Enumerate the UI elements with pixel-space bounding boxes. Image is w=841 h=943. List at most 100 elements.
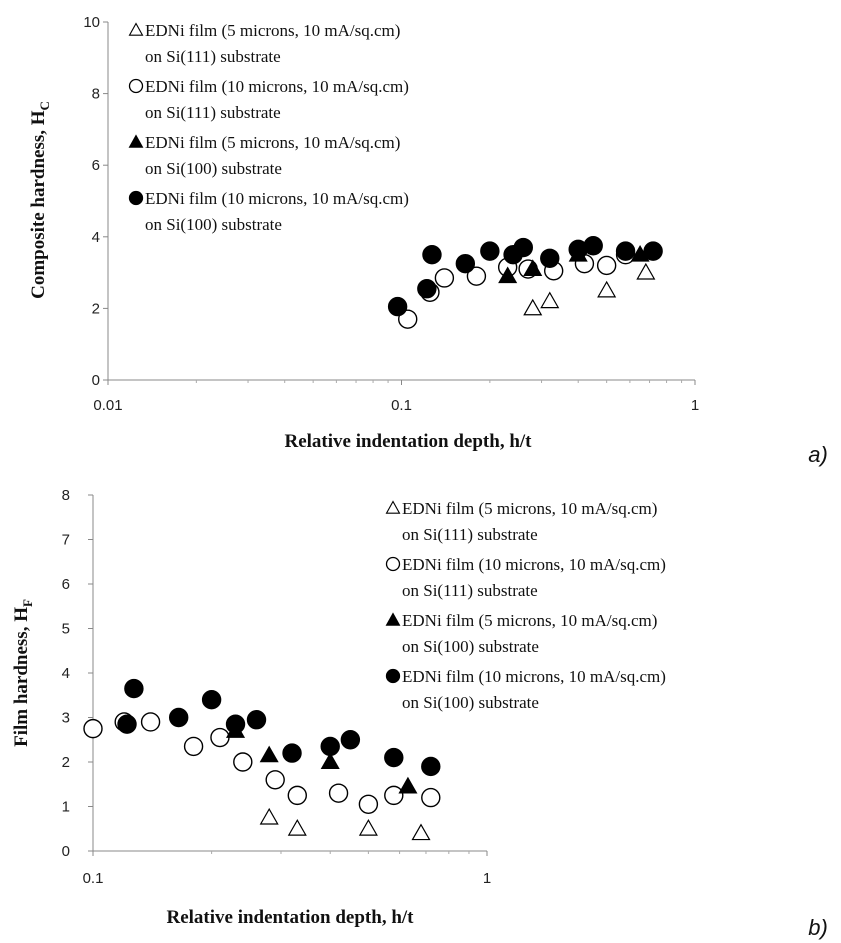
y-tick-label: 3 <box>62 710 70 727</box>
y-axis-title-subscript: C <box>37 101 52 110</box>
y-axis-title-main: Composite hardness, H <box>28 110 49 299</box>
data-point-circle-filled <box>583 236 603 256</box>
series-2 <box>83 712 441 814</box>
data-point-triangle-open <box>411 823 431 841</box>
y-tick-label: 1 <box>62 799 70 816</box>
x-axis-title: Relative indentation depth, h/t <box>166 907 414 928</box>
data-point-circle-filled <box>225 714 246 734</box>
legend-marker-triangle-filled <box>385 612 401 626</box>
y-axis-title-main: Film hardness, H <box>11 607 32 747</box>
data-point-circle-open <box>434 268 455 288</box>
y-tick-label: 4 <box>62 665 70 682</box>
legend-label-line1: EDNi film (10 microns, 10 mA/sq.cm) <box>145 77 409 96</box>
data-point-circle-open <box>384 785 404 806</box>
data-point-circle-open <box>328 783 349 803</box>
data-point-circle-filled <box>615 241 636 261</box>
data-point-circle-filled <box>201 690 222 710</box>
data-point-circle-filled <box>117 714 137 734</box>
y-tick-label: 0 <box>62 843 70 860</box>
panel-a-chart: 0 2 4 6 8 10 0.01 0.1 1 Relative indentation dept… <box>28 14 828 467</box>
legend-label-line1: EDNi film (10 microns, 10 mA/sq.cm) <box>145 189 409 208</box>
data-point-circle-open <box>421 787 441 808</box>
y-tick-label: 10 <box>83 14 100 31</box>
data-point-triangle-filled <box>259 745 279 763</box>
x-tick-label: 1 <box>483 870 491 887</box>
y-tick-label: 6 <box>92 157 100 174</box>
data-point-circle-filled <box>387 296 408 317</box>
y-tick-label: 5 <box>62 621 70 638</box>
data-point-circle-filled <box>513 237 533 258</box>
series-4 <box>117 678 441 777</box>
legend-label-line2: on Si(100) substrate <box>402 637 539 656</box>
data-point-triangle-open <box>540 291 560 309</box>
legend-label-line2: on Si(111) substrate <box>402 525 538 544</box>
y-tick-label: 2 <box>92 300 100 317</box>
data-point-circle-open <box>265 770 285 790</box>
panel-b-chart: 0 1 2 3 4 5 6 7 8 0.1 1 Relative indentation depth,… <box>11 487 828 940</box>
y-axis-title: Composite hardness, HC <box>28 101 52 299</box>
data-point-triangle-filled <box>498 266 518 284</box>
data-point-circle-filled <box>340 730 361 750</box>
panel-label: b) <box>808 915 828 940</box>
legend-marker-circle-open <box>385 556 401 572</box>
legend: EDNi film (5 microns, 10 mA/sq.cm) on Si(… <box>385 499 666 712</box>
y-tick-label: 0 <box>92 372 100 389</box>
data-point-circle-open <box>140 712 161 732</box>
y-tick-label: 2 <box>62 754 70 771</box>
data-point-circle-filled <box>124 678 144 699</box>
series-1 <box>523 262 656 316</box>
y-tick-label: 4 <box>92 229 100 246</box>
legend: EDNi film (5 microns, 10 mA/sq.cm) on Si(… <box>128 21 409 234</box>
data-point-circle-filled <box>421 756 441 777</box>
x-tick-label: 0.01 <box>93 397 122 414</box>
y-tick-label: 8 <box>92 86 100 103</box>
data-point-circle-filled <box>422 244 442 265</box>
legend-marker-triangle-open <box>128 22 144 36</box>
y-tick-label: 7 <box>62 532 70 549</box>
legend-label-line1: EDNi film (5 microns, 10 mA/sq.cm) <box>402 611 657 630</box>
data-point-circle-open <box>596 255 617 276</box>
legend-label-line2: on Si(111) substrate <box>145 47 281 66</box>
data-point-circle-filled <box>480 241 500 261</box>
legend-marker-triangle-open <box>385 500 401 514</box>
legend-label-line1: EDNi film (5 microns, 10 mA/sq.cm) <box>402 499 657 518</box>
data-point-circle-open <box>466 266 487 286</box>
data-point-triangle-filled <box>523 259 543 276</box>
legend-marker-triangle-filled <box>128 134 144 148</box>
series-4 <box>387 236 663 317</box>
legend-label-line1: EDNi film (10 microns, 10 mA/sq.cm) <box>402 667 666 686</box>
data-point-circle-filled <box>540 248 560 268</box>
legend-label-line2: on Si(100) substrate <box>145 159 282 178</box>
data-point-circle-open <box>398 309 418 329</box>
data-point-circle-open <box>358 794 379 814</box>
legend-label-line1: EDNi film (10 microns, 10 mA/sq.cm) <box>402 555 666 574</box>
data-point-triangle-open <box>259 807 279 825</box>
legend-label-line2: on Si(111) substrate <box>145 103 281 122</box>
data-point-circle-open <box>287 785 307 806</box>
data-point-circle-open <box>233 752 253 772</box>
legend-label-line2: on Si(100) substrate <box>402 693 539 712</box>
x-tick-label: 0.1 <box>83 870 104 887</box>
data-point-triangle-open <box>597 280 617 298</box>
data-point-circle-filled <box>246 710 267 730</box>
x-tick-label: 1 <box>691 397 699 414</box>
legend-marker-circle-open <box>128 78 144 94</box>
x-axis-title: Relative indentation depth, h/t <box>284 431 532 452</box>
data-point-circle-filled <box>320 736 340 757</box>
data-point-circle-open <box>83 718 103 739</box>
legend-label-line1: EDNi film (5 microns, 10 mA/sq.cm) <box>145 133 400 152</box>
data-point-circle-filled <box>282 743 302 763</box>
data-point-triangle-open <box>358 819 378 836</box>
panel-label: a) <box>808 442 828 467</box>
data-point-circle-filled <box>643 241 663 261</box>
data-point-triangle-open <box>636 262 656 280</box>
x-tick-label: 0.1 <box>391 397 412 414</box>
legend-marker-circle-filled <box>128 190 144 206</box>
y-axis-title-subscript: F <box>20 599 35 607</box>
data-point-circle-filled <box>417 279 437 299</box>
data-point-triangle-open <box>523 298 543 316</box>
legend-label-line2: on Si(100) substrate <box>145 215 282 234</box>
legend-marker-circle-filled <box>385 668 401 684</box>
legend-label-line2: on Si(111) substrate <box>402 581 538 600</box>
